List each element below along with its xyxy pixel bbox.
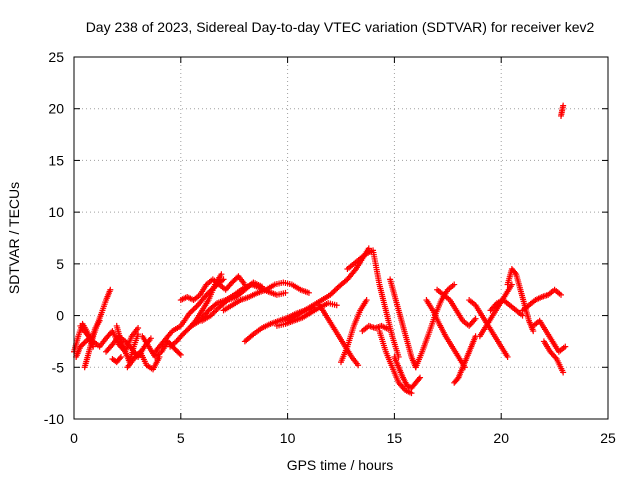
series-pass-36	[540, 338, 567, 376]
x-tick-label: 15	[387, 430, 403, 446]
data-point	[331, 287, 338, 294]
plot-frame	[73, 56, 609, 420]
series-pass-21	[344, 247, 402, 360]
series-pass-09	[109, 353, 124, 366]
y-tick-label: 0	[56, 308, 64, 324]
series-pass-15	[220, 279, 312, 314]
y-tick-label: -5	[52, 359, 65, 375]
series-pass-27	[423, 297, 468, 371]
data-point	[504, 353, 511, 360]
series-pass-34	[519, 286, 565, 314]
data-point	[116, 355, 123, 362]
data-points-layer	[71, 102, 569, 397]
series-pass-35	[530, 317, 569, 355]
data-point	[177, 351, 184, 358]
series-pass-10	[152, 276, 227, 355]
data-point	[558, 291, 565, 298]
data-point	[530, 328, 537, 335]
data-point	[147, 335, 154, 342]
x-tick-label: 10	[280, 430, 296, 446]
data-point	[192, 304, 199, 311]
data-point	[135, 331, 142, 338]
y-tick-label: 25	[48, 49, 64, 65]
data-point	[258, 283, 265, 290]
data-point	[560, 102, 567, 109]
data-point	[408, 390, 415, 397]
data-point	[472, 315, 479, 322]
series-pass-30	[466, 297, 511, 360]
data-point	[415, 375, 422, 382]
data-point	[355, 362, 362, 369]
data-point	[333, 286, 340, 293]
data-point	[117, 353, 124, 360]
x-tick-label: 5	[177, 430, 185, 446]
data-point	[519, 312, 526, 319]
series-pass-32	[487, 297, 526, 319]
data-point	[333, 302, 340, 309]
grid-layer	[74, 57, 608, 419]
data-point	[305, 289, 312, 296]
data-point	[562, 343, 569, 350]
y-tick-label: 5	[56, 256, 64, 272]
series-pass-37	[558, 102, 567, 119]
y-tick-label: 20	[48, 101, 64, 117]
data-point	[417, 374, 424, 381]
x-tick-label: 0	[70, 430, 78, 446]
data-point	[189, 307, 196, 314]
y-tick-label: -10	[44, 411, 64, 427]
data-point	[135, 324, 142, 331]
data-point	[454, 375, 461, 382]
x-tick-label: 20	[493, 430, 509, 446]
data-point	[220, 276, 227, 283]
series-pass-25	[359, 322, 391, 335]
data-point	[330, 289, 337, 296]
data-point	[512, 269, 519, 276]
data-point	[176, 350, 183, 357]
data-point	[190, 306, 197, 313]
series-pass-17	[273, 300, 340, 329]
series-pass-33	[504, 266, 537, 335]
data-point	[80, 340, 87, 347]
data-point	[218, 271, 225, 278]
axis-ticks-layer: 0 5 10 15 20 25 -10 -5 0 5 10 15 20 25	[44, 49, 616, 446]
series-pass-19	[316, 302, 362, 369]
series-pass-20	[338, 297, 370, 366]
y-axis-label: SDTVAR / TECUs	[6, 182, 22, 294]
data-point	[282, 289, 289, 296]
series-pass-14	[199, 279, 265, 324]
series-pass-31	[476, 281, 515, 340]
chart-title: Day 238 of 2023, Sidereal Day-to-day VTE…	[86, 19, 595, 35]
x-axis-label: GPS time / hours	[287, 457, 394, 473]
series-pass-28	[434, 286, 479, 329]
x-tick-label: 25	[600, 430, 616, 446]
data-point	[107, 286, 114, 293]
data-point	[363, 297, 370, 304]
data-point	[81, 339, 88, 346]
y-tick-label: 15	[48, 152, 64, 168]
data-point	[451, 281, 458, 288]
series-pass-29	[451, 333, 479, 386]
series-pass-06	[113, 322, 142, 366]
data-point	[384, 326, 391, 333]
series-pass-24	[391, 353, 424, 391]
series-pass-23	[387, 276, 419, 371]
series-pass-22	[376, 328, 415, 397]
series-pass-26	[412, 281, 458, 371]
y-tick-label: 10	[48, 204, 64, 220]
data-point	[560, 369, 567, 376]
series-pass-12	[177, 273, 248, 304]
